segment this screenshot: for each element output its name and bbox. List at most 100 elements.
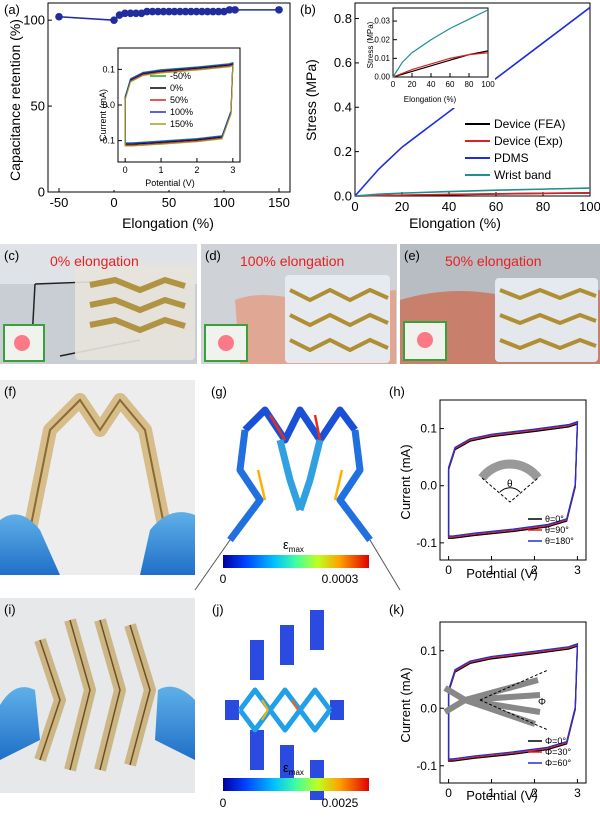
fea-g <box>194 406 401 591</box>
panel-k-ylabel: Current (mA) <box>398 667 413 742</box>
legend-label: Φ=0° <box>545 736 566 746</box>
x-tick-label: 3 <box>230 165 235 175</box>
y-tick-label: 0.0 <box>102 100 115 110</box>
panel-h-label: (h) <box>389 384 405 399</box>
panel-b-inset-ylabel: Stress (MPa) <box>366 21 375 68</box>
x-tick-label: 100 <box>213 195 235 210</box>
data-point <box>170 7 179 16</box>
panel-k-label: (k) <box>389 602 404 617</box>
panel-g-cbar-title: εmax <box>283 537 304 554</box>
legend-label: 0% <box>170 83 183 93</box>
legend-label: θ=90° <box>545 525 569 535</box>
panel-h-theta-symbol: θ <box>507 479 513 490</box>
x-tick-label: 1 <box>488 563 495 577</box>
panel-g-cbar-max: 0.0003 <box>322 572 359 586</box>
data-point <box>176 7 184 16</box>
panel-g-colorbar <box>223 555 369 568</box>
panel-a-inset: 0 1 2 3 -0.1 0.0 0.1 -50% 0% 50% 100% 150% <box>99 40 245 190</box>
panel-j-cbar-min: 0 <box>220 796 227 810</box>
y-tick-label: 0.1 <box>420 644 437 658</box>
x-tick-label: 2 <box>531 563 538 577</box>
inset-series <box>392 52 489 78</box>
x-tick-label: 80 <box>465 80 474 89</box>
x-tick-label: 20 <box>395 199 409 214</box>
legend-label: θ=180° <box>545 536 574 546</box>
legend-label: -50% <box>170 71 191 81</box>
x-tick-label: 0 <box>110 195 117 210</box>
y-tick-label: 0.0 <box>420 479 437 493</box>
x-tick-label: 0 <box>445 786 452 800</box>
axes-frame <box>439 621 587 784</box>
panel-h-chart: 0 1 2 3 -0.1 0.0 0.1 <box>416 399 587 577</box>
legend-label: Device (FEA) <box>494 117 565 131</box>
data-point <box>126 9 135 18</box>
panel-b-label: (b) <box>300 2 316 17</box>
legend-label: 150% <box>170 119 193 129</box>
panel-h-ylabel: Current (mA) <box>398 444 413 519</box>
panel-j-cbar-title: εmax <box>283 760 304 777</box>
data-point <box>121 9 129 18</box>
x-tick-label: 50 <box>162 195 176 210</box>
panel-e-label: (e) <box>404 248 420 263</box>
panel-h-legend: θ=0°θ=90°θ=180° <box>528 514 574 546</box>
photo-f <box>0 380 195 575</box>
data-point <box>110 16 118 24</box>
y-tick-label: 0.2 <box>334 144 352 159</box>
y-tick-label: -0.1 <box>416 536 437 550</box>
y-tick-label: 0.0 <box>420 701 437 715</box>
data-point <box>187 7 195 16</box>
data-point <box>209 7 217 16</box>
x-tick-label: 0 <box>123 165 128 175</box>
panel-a-inset-ylabel: Current (mA) <box>98 89 108 141</box>
panel-a-xlabel: Elongation (%) <box>122 215 214 231</box>
data-point <box>143 7 151 16</box>
panel-k-chart: 0 1 2 3 -0.1 0.0 0.1 <box>416 621 587 800</box>
axes-frame <box>439 399 587 561</box>
panel-b-chart: 0 20 40 60 80 100 0.0 0.2 0.4 0.6 0.8 <box>334 2 600 214</box>
y-tick-label: 50 <box>31 98 45 113</box>
legend-label: 100% <box>170 107 193 117</box>
panel-d-label: (d) <box>205 248 221 263</box>
x-tick-label: 2 <box>194 165 199 175</box>
data-point <box>159 7 168 16</box>
legend-label: Φ=60° <box>545 758 571 768</box>
panel-a-inset-xlabel: Potential (V) <box>145 178 195 188</box>
y-tick-label: 0.01 <box>374 54 390 63</box>
cv-curve <box>124 65 234 147</box>
panel-b-inset-xlabel: Elongation (%) <box>404 95 457 104</box>
series-line <box>354 187 591 197</box>
y-tick-label: -0.1 <box>416 759 437 773</box>
inset-bg <box>370 4 495 108</box>
photo-d-caption: 100% elongation <box>240 253 344 269</box>
legend-label: Wrist band <box>494 168 551 182</box>
panel-b-xlabel: Elongation (%) <box>409 215 501 231</box>
data-point <box>165 7 173 16</box>
inset-series <box>392 9 489 78</box>
x-tick-label: 60 <box>446 80 455 89</box>
x-tick-label: 20 <box>408 80 417 89</box>
panel-k-phi-symbol: Φ <box>538 697 546 708</box>
panel-h-angle-icon: θ <box>478 459 542 503</box>
x-tick-label: 150 <box>268 195 290 210</box>
cv-curve <box>447 642 579 760</box>
x-tick-label: 40 <box>427 80 436 89</box>
data-point <box>214 7 223 16</box>
panel-k-legend: Φ=0°Φ=30°Φ=60° <box>528 736 571 768</box>
panel-j-cbar-max: 0.0025 <box>322 796 359 810</box>
legend-label: PDMS <box>494 151 529 165</box>
x-tick-label: 0 <box>391 80 396 89</box>
x-tick-label: 0 <box>351 199 358 214</box>
y-tick-label: 0 <box>38 184 45 199</box>
panel-g-label: (g) <box>211 384 227 399</box>
x-tick-label: 2 <box>531 786 538 800</box>
y-tick-label: 0.02 <box>374 35 390 44</box>
data-point <box>198 7 206 16</box>
y-tick-label: 0.4 <box>334 100 352 115</box>
panel-h-xlabel: Potential (V) <box>466 566 538 581</box>
photo-c <box>0 244 197 364</box>
data-point <box>181 7 190 16</box>
x-tick-label: 100 <box>481 80 495 89</box>
photo-d <box>201 244 397 364</box>
panel-a-ylabel: Capacitance retention (%) <box>7 19 23 181</box>
legend-label: θ=0° <box>545 514 564 524</box>
